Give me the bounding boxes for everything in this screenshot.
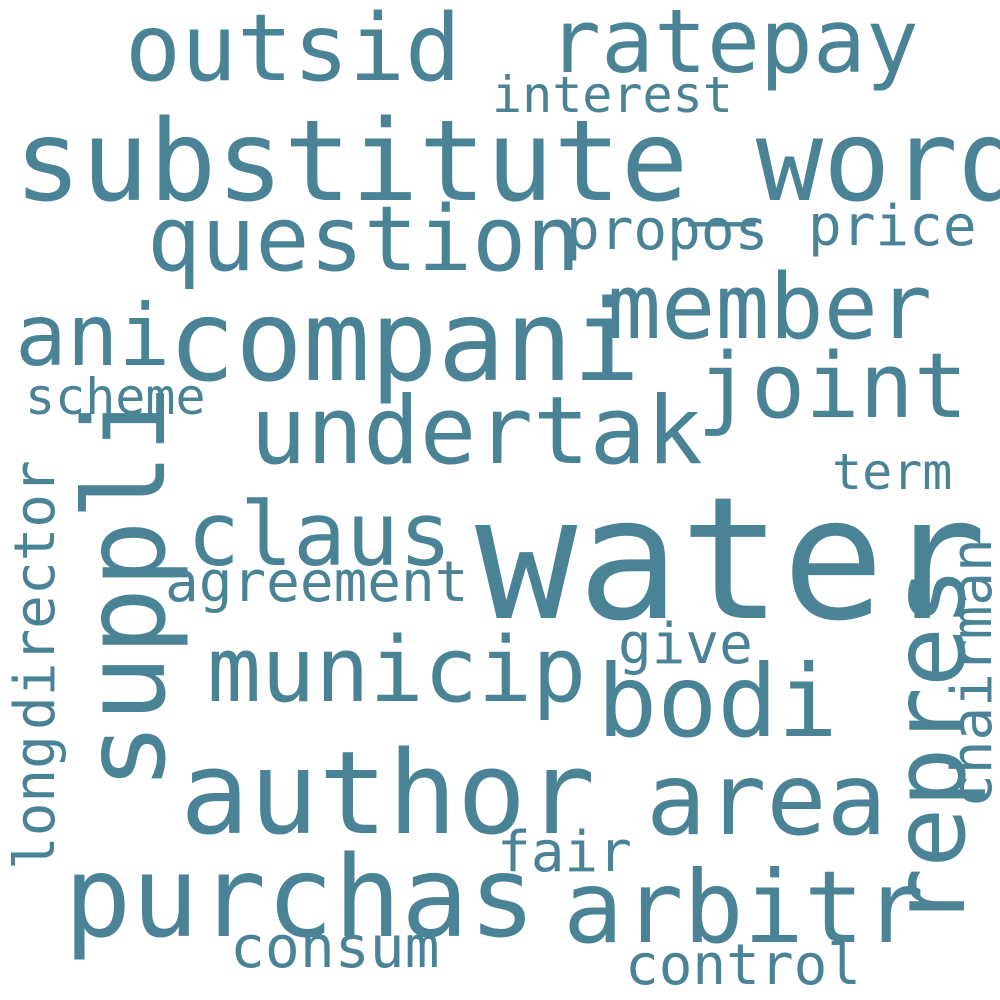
word-control: control bbox=[625, 933, 862, 998]
word-interest: interest bbox=[492, 66, 733, 124]
word-scheme: scheme bbox=[25, 368, 206, 426]
word-ani: ani bbox=[15, 286, 171, 386]
word-director: director bbox=[3, 460, 68, 730]
word-author: author bbox=[180, 727, 596, 861]
word-chairman: chairman bbox=[940, 538, 1000, 808]
word-substitute-word: substitute_word bbox=[14, 97, 1000, 227]
word-long: long bbox=[3, 735, 68, 870]
word-member: member bbox=[607, 255, 933, 360]
word-propos: propos bbox=[566, 198, 769, 263]
word-consum: consum bbox=[230, 913, 440, 981]
word-area: area bbox=[646, 741, 887, 858]
word-joint: joint bbox=[697, 334, 968, 439]
word-municip: municip bbox=[207, 618, 587, 723]
word-outsid: outsid bbox=[125, 0, 461, 102]
word-arbitr: arbitr bbox=[563, 849, 925, 966]
word-ratepay: ratepay bbox=[548, 0, 919, 93]
word-compani: compani bbox=[168, 277, 641, 407]
word-water: water bbox=[475, 461, 987, 659]
word-bodi: bodi bbox=[597, 643, 838, 760]
word-agreement: agreement bbox=[165, 550, 469, 615]
word-fair: fair bbox=[497, 820, 632, 885]
word-undertak: undertak bbox=[250, 377, 703, 486]
word-price: price bbox=[808, 194, 977, 259]
word-question: question bbox=[147, 187, 581, 292]
word-purchas: purchas bbox=[64, 833, 537, 963]
word-claus: claus bbox=[187, 483, 452, 586]
word-suppli: suppli bbox=[61, 385, 191, 790]
word-give: give bbox=[618, 612, 753, 677]
word-term: term bbox=[832, 443, 953, 501]
